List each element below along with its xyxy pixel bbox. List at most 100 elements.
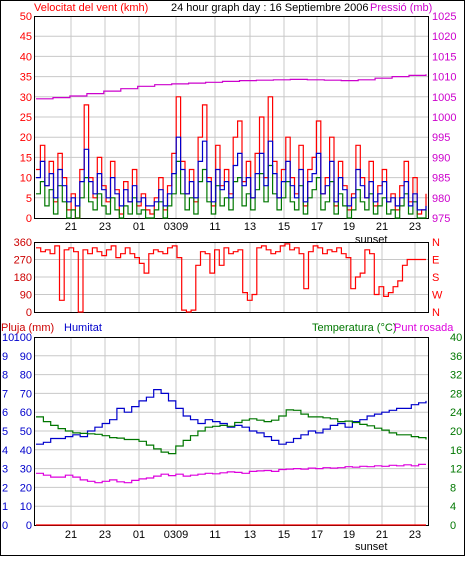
temperature-tick: 16	[450, 445, 462, 457]
y-right-tick-top: 1010	[432, 72, 456, 84]
data-series	[36, 74, 427, 526]
y-right-tick-top: 980	[432, 193, 450, 205]
rain-tick: 8	[2, 370, 8, 382]
rain-tick: 3	[2, 464, 8, 476]
y-right-tick-top: 1025	[432, 11, 456, 23]
y-right-tick-top: 985	[432, 173, 450, 185]
y-right-tick-dir: S	[432, 272, 439, 284]
y-left-tick-top: 20	[20, 132, 32, 144]
temperature-label: Temperatura (°C)	[312, 322, 396, 334]
pressure-series	[36, 74, 427, 100]
y-left-tick-dir: 180	[14, 272, 32, 284]
humidity-label: Humitat	[64, 322, 102, 334]
temperature-tick: 24	[450, 407, 462, 419]
temperature-tick: 8	[450, 482, 456, 494]
y-left-tick-top: 5	[26, 193, 32, 205]
y-right-tick-dir: W	[432, 290, 443, 302]
sunset-label-bottom: sunset	[355, 541, 387, 553]
x-tick-label-top: 23	[99, 221, 111, 233]
temperature-tick: 4	[450, 501, 456, 513]
temperature-tick: 28	[450, 388, 462, 400]
temperature-tick: 12	[450, 464, 462, 476]
x-tick-label-bot: 0309	[164, 529, 188, 541]
rain-tick: 7	[2, 388, 8, 400]
y-left-tick-top: 50	[20, 11, 32, 23]
x-tick-label-bot: 21	[65, 529, 77, 541]
chart-title: 24 hour graph day : 16 Septiembre 2006	[171, 2, 369, 14]
wind-direction-series	[36, 243, 426, 313]
wind-speed-label: Velocitat del vent (kmh)	[34, 2, 148, 14]
x-tick-label-top: 17	[311, 221, 323, 233]
y-left-tick-top: 30	[20, 92, 32, 104]
x-tick-label-top: 21	[65, 221, 77, 233]
x-tick-label-bot: 15	[278, 529, 290, 541]
rain-label: Pluja (mm)	[1, 322, 54, 334]
x-tick-label-top: 11	[209, 221, 220, 233]
pressure-label: Pressió (mb)	[370, 2, 432, 14]
x-tick-label-top: 23	[409, 221, 421, 233]
y-right-tick-top: 1000	[432, 112, 456, 124]
rain-tick: 1	[2, 501, 8, 513]
humidity-tick: 100	[14, 332, 32, 344]
humidity-tick: 10	[20, 501, 32, 513]
humidity-tick: 30	[20, 464, 32, 476]
y-right-tick-dir: N	[432, 307, 440, 319]
humidity-tick: 0	[26, 520, 32, 532]
rain-tick: 9	[2, 351, 8, 363]
dewpoint-series	[36, 463, 426, 484]
humidity-tick: 50	[20, 426, 32, 438]
x-tick-label-bot: 19	[343, 529, 355, 541]
x-tick-label-top: 21	[376, 221, 388, 233]
y-left-tick-top: 35	[20, 72, 32, 84]
x-tick-label-top: 01	[133, 221, 145, 233]
humidity-tick: 80	[20, 370, 32, 382]
y-left-tick-top: 40	[20, 51, 32, 63]
humidity-series	[36, 389, 427, 445]
y-right-tick-dir: N	[432, 237, 440, 249]
x-tick-label-top: 13	[244, 221, 256, 233]
y-right-tick-dir: E	[432, 255, 439, 267]
rain-tick: 0	[2, 520, 8, 532]
x-tick-label-top: 15	[278, 221, 290, 233]
y-left-tick-top: 0	[26, 213, 32, 225]
temperature-tick: 20	[450, 426, 462, 438]
humidity-tick: 70	[20, 388, 32, 400]
rain-tick: 6	[2, 407, 8, 419]
sunset-label-top: sunset	[355, 234, 387, 246]
x-tick-label-top: 0309	[164, 221, 188, 233]
temperature-series	[36, 409, 427, 455]
rain-tick: 4	[2, 445, 8, 457]
y-right-tick-top: 1005	[432, 92, 456, 104]
dewpoint-label: Punt rosada	[394, 322, 454, 334]
y-right-tick-top: 995	[432, 132, 450, 144]
x-tick-label-bot: 23	[409, 529, 421, 541]
rain-tick: 10	[2, 332, 14, 344]
gridlines	[35, 17, 428, 525]
y-left-tick-dir: 90	[20, 290, 32, 302]
wind-direction-plot-area	[34, 242, 429, 313]
x-tick-label-bot: 13	[244, 529, 256, 541]
wind-series-blue	[36, 136, 427, 211]
x-tick-label-bot: 11	[209, 529, 220, 541]
y-left-tick-dir: 360	[14, 237, 32, 249]
wind-pressure-plot-area	[34, 16, 429, 219]
y-left-tick-top: 25	[20, 112, 32, 124]
humidity-tick: 20	[20, 482, 32, 494]
wind-series-green	[36, 160, 427, 219]
y-left-tick-top: 45	[20, 31, 32, 43]
humidity-tick: 90	[20, 351, 32, 363]
y-left-tick-dir: 0	[26, 307, 32, 319]
temperature-tick: 40	[450, 332, 462, 344]
y-right-tick-top: 975	[432, 213, 450, 225]
rain-tick: 2	[2, 482, 8, 494]
y-right-tick-top: 990	[432, 152, 450, 164]
y-right-tick-top: 1015	[432, 51, 456, 63]
y-left-tick-top: 10	[20, 173, 32, 185]
x-tick-label-top: 19	[343, 221, 355, 233]
y-left-tick-top: 15	[20, 152, 32, 164]
x-tick-label-bot: 23	[99, 529, 111, 541]
humidity-tick: 40	[20, 445, 32, 457]
